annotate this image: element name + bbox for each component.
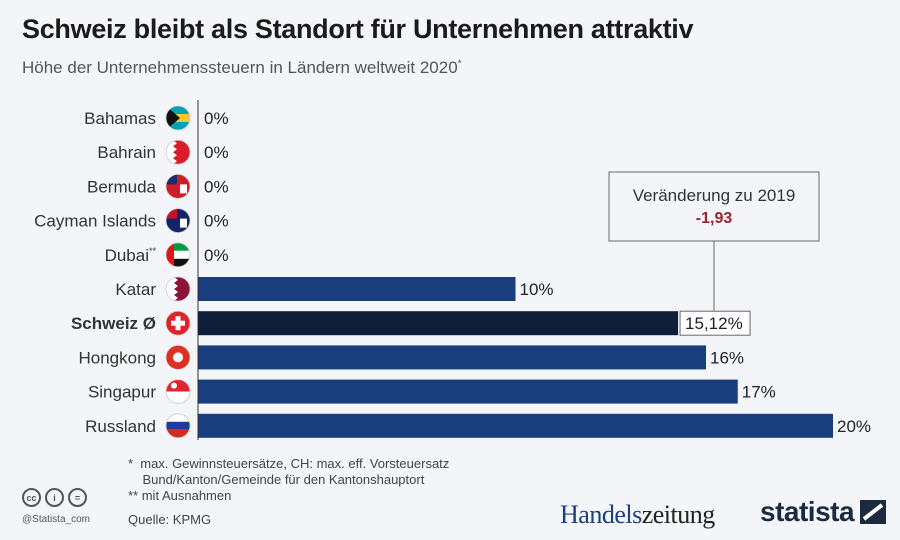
statista-logo: statista — [760, 496, 887, 528]
category-label: Russland — [85, 417, 156, 436]
by-icon: i — [45, 488, 64, 507]
flag-icon — [166, 413, 190, 438]
category-label: Hongkong — [78, 348, 156, 367]
value-label: 16% — [710, 348, 744, 367]
logo-part: zeitung — [641, 500, 716, 529]
flag-icon — [166, 311, 190, 336]
value-label: 10% — [520, 280, 554, 299]
value-label: 0% — [204, 212, 229, 231]
handelszeitung-logo: Handelszeitung — [560, 500, 715, 530]
flag-outline — [165, 344, 191, 370]
chart-subtitle: Höhe der Unternehmenssteuern in Ländern … — [22, 58, 462, 78]
category-label: Cayman Islands — [34, 212, 156, 231]
flag-icon — [166, 242, 190, 267]
category-label: Katar — [115, 280, 156, 299]
footnote: * max. Gewinnsteuersätze, CH: max. eff. … — [128, 456, 450, 471]
flag-outline — [165, 276, 191, 302]
bar — [198, 311, 679, 336]
subtitle-text: Höhe der Unternehmenssteuern in Ländern … — [22, 58, 458, 77]
bar — [198, 379, 738, 404]
logo-part: Handels — [560, 500, 642, 529]
flag-icon — [166, 379, 190, 404]
flag-icon — [166, 140, 190, 165]
flag-outline — [165, 208, 191, 234]
logo-text: statista — [760, 496, 855, 527]
category-label: Schweiz Ø — [71, 314, 156, 333]
footnotes: * max. Gewinnsteuersätze, CH: max. eff. … — [128, 456, 449, 504]
annotation-box — [608, 171, 820, 242]
category-label: Dubai** — [105, 246, 157, 265]
statista-logo-icon — [860, 500, 887, 524]
subtitle-marker: * — [457, 58, 462, 70]
flag-outline — [165, 379, 191, 405]
category-label: Bermuda — [87, 177, 157, 196]
category-label: Bahrain — [97, 143, 156, 162]
statista-handle: @Statista_com — [22, 514, 90, 525]
value-label: 0% — [204, 177, 229, 196]
value-label: 0% — [204, 143, 229, 162]
nd-icon: = — [68, 488, 87, 507]
value-label: 0% — [204, 246, 229, 265]
flag-icon — [166, 277, 190, 301]
chart-title: Schweiz bleibt als Standort für Unterneh… — [22, 14, 694, 44]
category-label: Bahamas — [84, 109, 156, 128]
flag-icon — [166, 106, 190, 130]
annotation-value: -1,93 — [696, 210, 733, 227]
bar — [198, 413, 833, 438]
cc-license-icons: cc i = — [22, 488, 87, 507]
value-label: 0% — [204, 109, 229, 128]
value-label: 20% — [837, 417, 871, 436]
bar — [198, 345, 706, 370]
flag-outline — [165, 413, 191, 439]
value-label: 15,12% — [685, 314, 743, 333]
flag-outline — [165, 242, 191, 268]
footnote: ** mit Ausnahmen — [128, 488, 232, 503]
flag-outline — [165, 310, 191, 336]
cc-icon: cc — [22, 488, 41, 507]
flag-outline — [165, 173, 191, 199]
value-label-box — [679, 310, 751, 336]
footnote: Bund/Kanton/Gemeinde für den Kantonshaup… — [128, 472, 425, 487]
flag-outline — [165, 105, 191, 131]
flag-icon — [166, 208, 190, 233]
category-label: Singapur — [88, 383, 156, 402]
flag-icon — [166, 345, 190, 370]
value-label: 17% — [742, 383, 776, 402]
bar — [198, 277, 516, 301]
flag-outline — [165, 139, 191, 165]
flag-icon — [166, 174, 190, 199]
source: Quelle: KPMG — [128, 512, 212, 527]
annotation-label: Veränderung zu 2019 — [633, 186, 796, 205]
